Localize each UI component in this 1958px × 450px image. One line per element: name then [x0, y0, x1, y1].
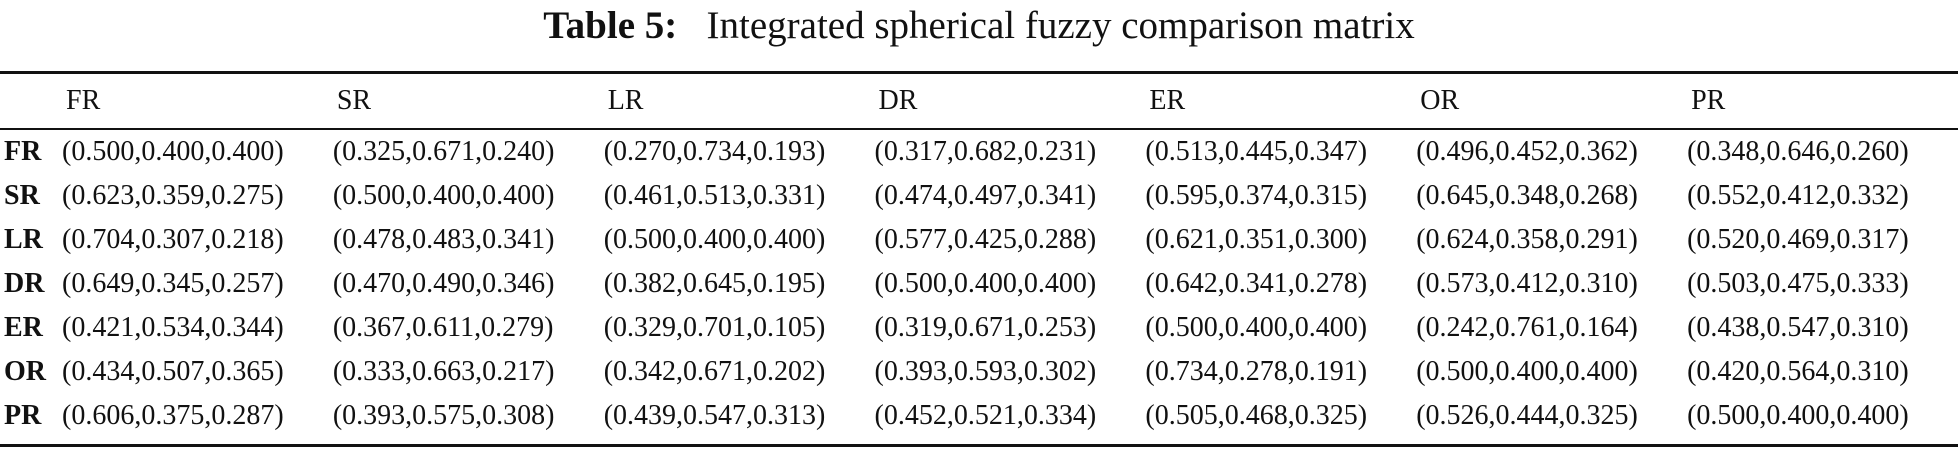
column-header-sr: SR [336, 85, 372, 116]
table-row-lr: LR (0.704,0.307,0.218) (0.478,0.483,0.34… [0, 218, 1958, 262]
table-cell: (0.478,0.483,0.341) [332, 224, 555, 255]
column-header-or: OR [1420, 85, 1460, 116]
row-header-fr: FR [4, 136, 42, 167]
caption-title: Integrated spherical fuzzy comparison ma… [706, 4, 1415, 47]
table-cell: (0.319,0.671,0.253) [874, 312, 1097, 343]
table-cell: (0.452,0.521,0.334) [874, 400, 1097, 431]
table-cell: (0.393,0.575,0.308) [332, 400, 555, 431]
table-cell: (0.505,0.468,0.325) [1145, 400, 1368, 431]
table-cell: (0.342,0.671,0.202) [603, 356, 826, 387]
table-cell: (0.333,0.663,0.217) [332, 356, 555, 387]
table-cell: (0.325,0.671,0.240) [332, 136, 555, 167]
column-header-fr: FR [66, 85, 101, 116]
table-cell: (0.500,0.400,0.400) [603, 224, 826, 255]
table-cell: (0.496,0.452,0.362) [1416, 136, 1638, 167]
column-header-dr: DR [878, 85, 918, 116]
table-cell: (0.513,0.445,0.347) [1145, 136, 1368, 167]
table-cell: (0.704,0.307,0.218) [62, 224, 284, 255]
table-cell: (0.500,0.400,0.400) [62, 136, 284, 167]
table-cell: (0.621,0.351,0.300) [1145, 224, 1368, 255]
table-cell: (0.434,0.507,0.365) [62, 356, 284, 387]
table-cell: (0.317,0.682,0.231) [874, 136, 1097, 167]
table-cell: (0.500,0.400,0.400) [874, 268, 1097, 299]
table-row-or: OR (0.434,0.507,0.365) (0.333,0.663,0.21… [0, 350, 1958, 394]
table-cell: (0.526,0.444,0.325) [1416, 400, 1638, 431]
row-header-lr: LR [4, 224, 43, 255]
table-caption: Table 5: Integrated spherical fuzzy comp… [0, 0, 1958, 62]
table-cell: (0.500,0.400,0.400) [1416, 356, 1638, 387]
table-cell: (0.348,0.646,0.260) [1687, 136, 1909, 167]
table-row-sr: SR (0.623,0.359,0.275) (0.500,0.400,0.40… [0, 174, 1958, 218]
table-cell: (0.438,0.547,0.310) [1687, 312, 1909, 343]
row-header-sr: SR [4, 180, 40, 211]
table-header-rule [0, 128, 1958, 130]
table-cell: (0.500,0.400,0.400) [332, 180, 555, 211]
column-header-pr: PR [1691, 85, 1726, 116]
row-header-er: ER [4, 312, 43, 343]
table-cell: (0.552,0.412,0.332) [1687, 180, 1909, 211]
table-top-rule [0, 71, 1958, 74]
table-cell: (0.606,0.375,0.287) [62, 400, 284, 431]
table-cell: (0.270,0.734,0.193) [603, 136, 826, 167]
table-cell: (0.649,0.345,0.257) [62, 268, 284, 299]
table-bottom-rule [0, 444, 1958, 447]
table-cell: (0.500,0.400,0.400) [1145, 312, 1368, 343]
table-cell: (0.642,0.341,0.278) [1145, 268, 1368, 299]
table-cell: (0.500,0.400,0.400) [1687, 400, 1909, 431]
column-header-er: ER [1149, 85, 1186, 116]
table-cell: (0.624,0.358,0.291) [1416, 224, 1638, 255]
table-cell: (0.470,0.490,0.346) [332, 268, 555, 299]
table-cell: (0.623,0.359,0.275) [62, 180, 284, 211]
corner-cell [0, 74, 62, 128]
caption-spacer [687, 4, 697, 47]
table-cell: (0.595,0.374,0.315) [1145, 180, 1368, 211]
row-header-pr: PR [4, 400, 42, 431]
table-row-pr: PR (0.606,0.375,0.287) (0.393,0.575,0.30… [0, 394, 1958, 438]
table-cell: (0.577,0.425,0.288) [874, 224, 1097, 255]
table-cell: (0.503,0.475,0.333) [1687, 268, 1909, 299]
table-header-row: FR SR LR DR ER OR PR [0, 74, 1958, 128]
table-cell: (0.520,0.469,0.317) [1687, 224, 1909, 255]
row-header-dr: DR [4, 268, 45, 299]
table-cell: (0.329,0.701,0.105) [603, 312, 826, 343]
table-cell: (0.439,0.547,0.313) [603, 400, 826, 431]
table-cell: (0.461,0.513,0.331) [603, 180, 826, 211]
table-cell: (0.393,0.593,0.302) [874, 356, 1097, 387]
table-row-er: ER (0.421,0.534,0.344) (0.367,0.611,0.27… [0, 306, 1958, 350]
table-cell: (0.645,0.348,0.268) [1416, 180, 1638, 211]
caption-label: Table 5: [543, 4, 678, 47]
table-cell: (0.242,0.761,0.164) [1416, 312, 1638, 343]
table-cell: (0.420,0.564,0.310) [1687, 356, 1909, 387]
comparison-matrix-table: FR SR LR DR ER OR PR FR (0.500,0.400,0.4… [0, 74, 1958, 438]
table-cell: (0.421,0.534,0.344) [62, 312, 284, 343]
table-cell: (0.367,0.611,0.279) [332, 312, 554, 343]
table-cell: (0.474,0.497,0.341) [874, 180, 1097, 211]
table-cell: (0.734,0.278,0.191) [1145, 356, 1368, 387]
table-cell: (0.382,0.645,0.195) [603, 268, 826, 299]
table-row-fr: FR (0.500,0.400,0.400) (0.325,0.671,0.24… [0, 128, 1958, 174]
column-header-lr: LR [607, 85, 644, 116]
table-cell: (0.573,0.412,0.310) [1416, 268, 1638, 299]
table-row-dr: DR (0.649,0.345,0.257) (0.470,0.490,0.34… [0, 262, 1958, 306]
row-header-or: OR [4, 356, 46, 387]
